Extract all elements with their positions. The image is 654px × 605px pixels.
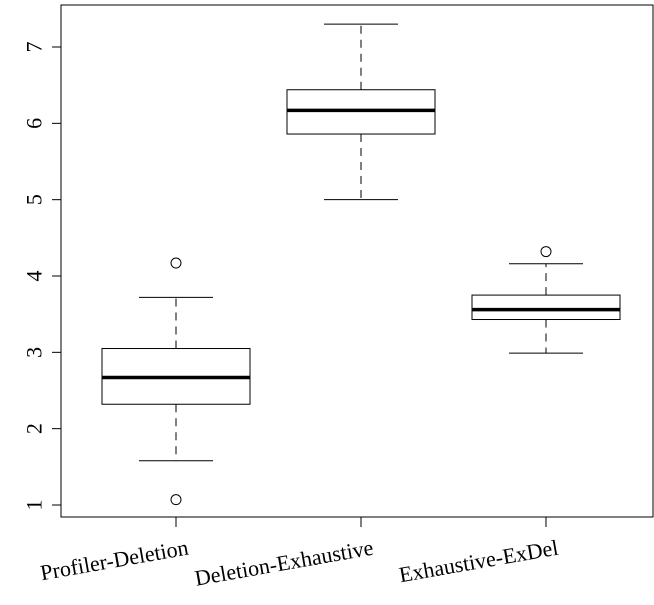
box-iqr	[471, 294, 621, 321]
y-tick-label: 4	[22, 271, 47, 282]
x-axis: Profiler-Deletion Deletion-Exhaustive Exha…	[38, 517, 560, 591]
y-tick-label: 3	[22, 347, 47, 358]
box-group	[101, 257, 251, 506]
box-group	[471, 246, 621, 354]
y-axis: 1 2 3 4 5 6 7	[22, 42, 61, 511]
x-tick-label: Exhaustive-ExDel	[397, 535, 560, 588]
boxes-group	[101, 23, 621, 506]
outlier-point	[170, 257, 182, 269]
x-tick-label: Deletion-Exhaustive	[193, 535, 375, 591]
y-tick-label: 7	[22, 42, 47, 53]
y-tick-label: 5	[22, 194, 47, 205]
y-tick-label: 6	[22, 118, 47, 129]
y-tick-label: 1	[22, 500, 47, 511]
box-group	[286, 23, 436, 201]
outlier-point	[170, 494, 182, 506]
plot-frame	[60, 4, 654, 518]
x-tick-label: Profiler-Deletion	[38, 535, 190, 586]
y-tick-label: 2	[22, 423, 47, 434]
outlier-point	[540, 246, 552, 258]
